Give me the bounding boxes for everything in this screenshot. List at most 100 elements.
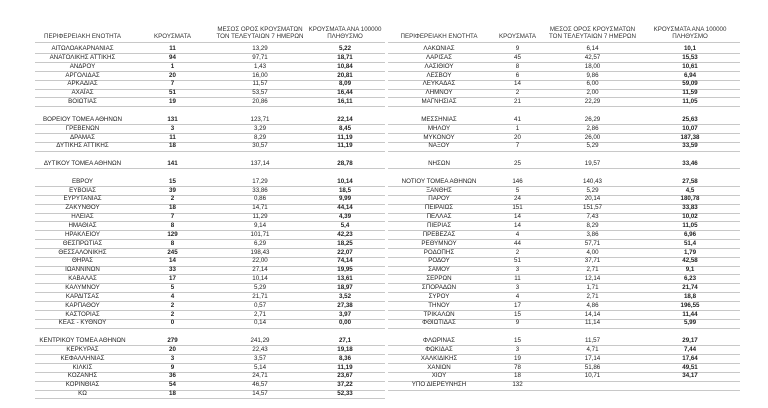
region-name: ΧΙΟΥ (431, 372, 447, 380)
region-name: ΠΡΕΒΕΖΑΣ (422, 230, 456, 238)
cell-value: 10,07 (682, 124, 698, 132)
region-name: ΜΗΛΟΥ (427, 124, 451, 132)
row-rule (388, 354, 740, 356)
row-rule (35, 327, 385, 329)
region-name: ΧΑΝΙΩΝ (427, 363, 451, 371)
region-name: ΑΡΚΑΔΙΑΣ (67, 80, 98, 88)
region-name: ΚΑΛΥΜΝΟΥ (65, 283, 100, 291)
cell-value: 245 (167, 248, 178, 256)
cell-value: 25,63 (682, 115, 698, 123)
region-name: ΝΟΤΙΟΥ ΤΟΜΕΑ ΑΘΗΝΩΝ (401, 177, 477, 185)
row-rule (388, 70, 740, 72)
cell-value: 4 (170, 292, 175, 300)
region-name: ΑΡΓΟΛΙΔΑΣ (65, 71, 100, 79)
region-name: ΚΟΖΑΝΗΣ (67, 372, 98, 380)
region-name: ΠΑΡΟΥ (428, 195, 450, 203)
region-name: ΛΗΜΝΟΥ (425, 89, 453, 97)
row-rule (35, 389, 385, 391)
cell-value: 7,44 (683, 345, 697, 353)
cell-value: 3 (170, 124, 175, 132)
cell-value: 241,29 (250, 337, 270, 345)
row-rule (35, 274, 385, 276)
cell-value: 3,57 (253, 354, 267, 362)
cell-value: 5 (515, 186, 520, 194)
row-rule (35, 185, 385, 187)
row-rule (35, 345, 385, 347)
region-name: ΚΕΝΤΡΙΚΟΥ ΤΟΜΕΑ ΑΘΗΝΩΝ (39, 337, 126, 345)
cell-value: 14 (514, 213, 521, 221)
cell-value: 9,86 (586, 71, 599, 79)
cell-value: 14,71 (252, 204, 268, 212)
region-name: ΚΕΡΚΥΡΑΣ (66, 345, 99, 353)
cell-value: 5,29 (253, 283, 267, 291)
row-rule (35, 301, 385, 302)
cell-value: 78 (514, 363, 521, 371)
region-name: ΚΩ (78, 390, 87, 398)
cell-value: 4,71 (586, 345, 599, 353)
cell-value: 11 (169, 45, 176, 52)
row-rule (35, 371, 385, 373)
cell-value: 20 (169, 345, 176, 353)
cell-value: 21,74 (682, 283, 698, 291)
row-rule (35, 79, 385, 81)
cell-value: 45 (514, 53, 521, 61)
cell-value: 10,61 (682, 62, 698, 70)
cell-value: 2,86 (586, 124, 599, 132)
cell-value: 21 (514, 98, 521, 106)
cell-value: 1 (170, 62, 175, 70)
region-name: ΔΡΑΜΑΣ (69, 133, 96, 141)
cell-value: 6 (515, 71, 520, 79)
cell-value: 3,86 (586, 230, 599, 238)
region-name: ΝΑΞΟΥ (428, 142, 450, 150)
cell-value: 7 (515, 142, 520, 150)
cell-value: 5,29 (586, 142, 599, 150)
row-rule (35, 106, 385, 108)
region-name: ΚΑΣΤΟΡΙΑΣ (65, 310, 100, 318)
region-name: ΔΥΤΙΚΟΥ ΤΟΜΕΑ ΑΘΗΝΩΝ (43, 160, 122, 168)
row-rule (35, 354, 385, 356)
cell-value: 51,86 (584, 363, 601, 371)
region-name: ΡΟΔΟΥ (428, 257, 450, 265)
cell-value: 17,64 (682, 354, 698, 362)
region-name: ΘΕΣΠΡΩΤΙΑΣ (62, 239, 103, 247)
region-name: ΚΙΛΚΙΣ (72, 363, 93, 371)
cell-value: 25 (514, 160, 521, 168)
row-rule (388, 212, 740, 214)
cell-value: 20 (514, 133, 521, 141)
cell-value: 24 (514, 195, 521, 203)
cell-value: 18 (169, 142, 176, 150)
cell-value: 10,14 (337, 177, 353, 185)
cell-value: 27,14 (252, 266, 268, 274)
row-rule (35, 124, 385, 125)
cell-value: 101,71 (250, 230, 270, 238)
row-rule (388, 362, 740, 364)
region-name: ΞΑΝΘΗΣ (426, 186, 452, 194)
row-rule (35, 194, 385, 196)
cell-value: 180,78 (680, 195, 700, 203)
cell-value: 22,14 (337, 115, 353, 123)
cell-value: 4 (515, 292, 520, 300)
region-name: ΕΥΡΥΤΑΝΙΑΣ (63, 195, 102, 203)
row-rule (388, 185, 740, 187)
region-name: ΡΕΘΥΜΝΟΥ (421, 239, 457, 247)
cell-value: 3,97 (338, 310, 352, 318)
cell-value: 3 (515, 345, 520, 353)
region-name: ΔΥΤΙΚΗΣ ΑΤΤΙΚΗΣ (56, 142, 109, 150)
cell-value: 2,71 (253, 310, 267, 318)
row-rule (35, 318, 385, 320)
cell-value: 13,29 (252, 45, 268, 52)
cell-value: 187,38 (680, 133, 700, 141)
cell-value: 14 (169, 257, 176, 265)
row-rule (388, 389, 740, 391)
cell-value: 20,86 (252, 98, 268, 106)
row-rule (35, 292, 385, 294)
row-rule (35, 203, 385, 205)
cell-value: 10,84 (337, 62, 353, 70)
row-rule (388, 53, 740, 55)
cell-value: 6,14 (586, 45, 599, 52)
cell-value: 9 (515, 45, 520, 52)
cell-value: 9,99 (338, 195, 352, 203)
cell-value: 2,71 (586, 266, 599, 274)
cell-value: 0,00 (338, 319, 352, 327)
region-name: ΥΠΟ ΔΙΕΡΕΥΝΗΣΗ (411, 381, 467, 389)
